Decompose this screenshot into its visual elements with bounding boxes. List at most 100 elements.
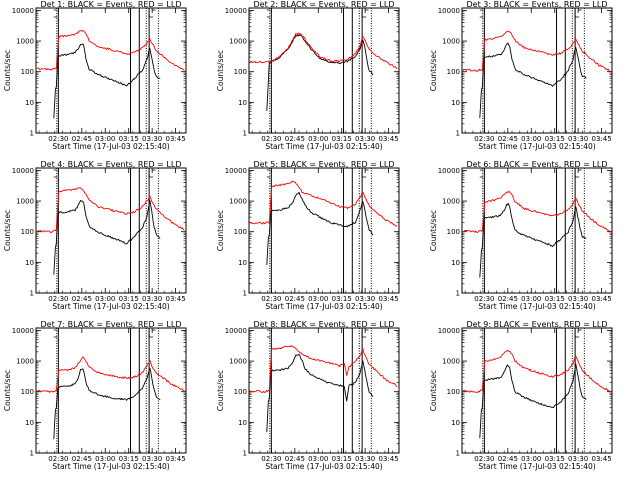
plot-title: Det 8: BLACK = Events, RED = LLD — [254, 320, 395, 329]
x-tick-label: 02:30 — [48, 135, 68, 143]
detector-plot-8: Det 8: BLACK = Events, RED = LLD 1 10 100 10… — [216, 320, 400, 471]
y-tick-label: 1000 — [16, 198, 34, 206]
x-tick-label: 03:30 — [355, 455, 375, 463]
marker-bracket-left — [479, 329, 483, 338]
y-tick-label: 10 — [238, 419, 247, 427]
y-tick-label: 1000 — [442, 38, 460, 46]
plot-frame — [461, 167, 613, 294]
x-tick-label: 03:15 — [119, 455, 139, 463]
x-tick-label: 02:45 — [72, 135, 92, 143]
x-tick-label: 03:15 — [119, 135, 139, 143]
x-tick-label: 02:30 — [474, 455, 494, 463]
x-tick-label: 03:00 — [308, 455, 328, 463]
series-lld-line — [462, 350, 611, 393]
plot-frame — [248, 7, 400, 134]
y-tick-label: 10 — [25, 419, 34, 427]
detector-plot-4: Det 4: BLACK = Events, RED = LLD 1 10 100 10… — [3, 160, 187, 311]
series-lld-line — [249, 180, 398, 227]
series-lld-line — [462, 190, 611, 233]
y-tick-label: 1 — [30, 290, 34, 298]
y-axis-label: Counts/sec — [3, 50, 12, 91]
x-axis-label: Start Time (17-Jul-03 02:15:40) — [265, 142, 382, 151]
y-axis-label: Counts/sec — [3, 370, 12, 411]
marker-bracket-left — [479, 9, 483, 18]
y-axis-label: Counts/sec — [216, 50, 225, 91]
y-tick-label: 10 — [451, 259, 460, 267]
x-tick-label: 03:45 — [591, 455, 611, 463]
y-tick-label: 10000 — [225, 7, 247, 15]
y-tick-label: 1 — [456, 450, 460, 458]
y-tick-label: 100 — [234, 68, 247, 76]
marker-bracket-left — [53, 329, 57, 338]
y-tick-label: 10 — [25, 99, 34, 107]
y-tick-label: 10 — [238, 259, 247, 267]
x-tick-label: 03:30 — [142, 135, 162, 143]
series-lld-line — [36, 187, 185, 233]
x-tick-label: 03:15 — [119, 295, 139, 303]
marker-bracket-right — [574, 9, 582, 18]
x-axis-label: Start Time (17-Jul-03 02:15:40) — [52, 302, 169, 311]
x-tick-label: 03:15 — [545, 295, 565, 303]
plot-frame — [461, 7, 613, 134]
x-axis-label: Start Time (17-Jul-03 02:15:40) — [52, 462, 169, 471]
detector-plot-5: Det 5: BLACK = Events, RED = LLD 1 10 100 10… — [216, 160, 400, 311]
x-tick-label: 03:45 — [591, 135, 611, 143]
x-tick-label: 03:00 — [95, 455, 115, 463]
x-tick-label: 03:30 — [355, 135, 375, 143]
y-axis-label: Counts/sec — [429, 370, 438, 411]
y-tick-label: 1000 — [16, 38, 34, 46]
series-events-line — [479, 42, 587, 119]
series-events-line — [266, 353, 374, 433]
series-lld-line — [249, 345, 398, 393]
marker-bracket-left — [266, 9, 270, 18]
x-tick-label: 03:45 — [591, 295, 611, 303]
marker-bracket-right — [148, 9, 156, 18]
plot-title: Det 7: BLACK = Events, RED = LLD — [41, 320, 182, 329]
y-tick-label: 10 — [451, 99, 460, 107]
x-tick-label: 02:30 — [261, 295, 281, 303]
y-tick-label: 1 — [456, 130, 460, 138]
plot-title: Det 5: BLACK = Events, RED = LLD — [254, 160, 395, 169]
x-tick-label: 03:30 — [355, 295, 375, 303]
y-tick-label: 10000 — [12, 7, 34, 15]
x-tick-label: 03:30 — [142, 455, 162, 463]
y-tick-label: 10000 — [438, 167, 460, 175]
x-tick-label: 02:45 — [498, 135, 518, 143]
marker-bracket-right — [574, 329, 582, 338]
y-tick-label: 100 — [234, 388, 247, 396]
marker-bracket-left — [266, 169, 270, 178]
x-tick-label: 03:15 — [545, 135, 565, 143]
x-tick-label: 02:45 — [498, 295, 518, 303]
series-lld-line — [36, 356, 185, 393]
x-tick-label: 03:45 — [378, 455, 398, 463]
x-tick-label: 02:45 — [72, 295, 92, 303]
x-tick-label: 03:00 — [521, 295, 541, 303]
y-tick-label: 100 — [447, 388, 460, 396]
y-tick-label: 1 — [30, 450, 34, 458]
series-events-line — [266, 34, 374, 111]
y-tick-label: 100 — [21, 388, 34, 396]
y-tick-label: 10000 — [225, 167, 247, 175]
series-lld-line — [462, 30, 611, 72]
plot-frame — [35, 327, 187, 454]
x-axis-label: Start Time (17-Jul-03 02:15:40) — [52, 142, 169, 151]
series-events-line — [479, 363, 587, 439]
x-tick-label: 03:00 — [308, 135, 328, 143]
y-tick-label: 100 — [234, 228, 247, 236]
marker-bracket-right — [361, 9, 369, 18]
marker-bracket-left — [53, 169, 57, 178]
detector-plot-9: Det 9: BLACK = Events, RED = LLD 1 10 100 10… — [429, 320, 613, 471]
detector-plot-6: Det 6: BLACK = Events, RED = LLD 1 10 100 10… — [429, 160, 613, 311]
x-tick-label: 02:30 — [261, 135, 281, 143]
x-tick-label: 02:30 — [48, 295, 68, 303]
x-axis-label: Start Time (17-Jul-03 02:15:40) — [478, 142, 595, 151]
series-events-line — [479, 202, 587, 278]
x-tick-label: 03:45 — [165, 455, 185, 463]
plot-title: Det 6: BLACK = Events, RED = LLD — [467, 160, 608, 169]
series-events-line — [53, 199, 161, 275]
marker-bracket-right — [361, 169, 369, 178]
y-tick-label: 1 — [456, 290, 460, 298]
y-axis-label: Counts/sec — [216, 370, 225, 411]
y-tick-label: 10 — [238, 99, 247, 107]
